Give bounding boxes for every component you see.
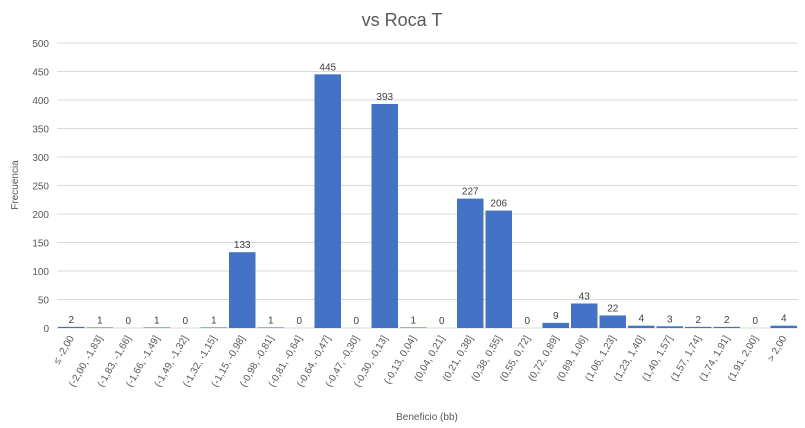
y-tick-label: 300 bbox=[32, 153, 49, 164]
bar bbox=[542, 322, 569, 328]
bars bbox=[58, 74, 797, 329]
bar bbox=[685, 326, 712, 328]
bar bbox=[457, 198, 484, 328]
data-label: 2 bbox=[724, 315, 730, 326]
gridlines bbox=[57, 42, 798, 329]
data-label: 0 bbox=[296, 316, 302, 327]
data-label: 4 bbox=[781, 314, 787, 325]
y-axis-ticks: 0 50 100 150 200 250 300 350 400 450 500 bbox=[32, 39, 49, 335]
bar bbox=[713, 326, 740, 328]
y-tick-label: 450 bbox=[32, 68, 49, 79]
data-label: 0 bbox=[524, 316, 530, 327]
y-tick-label: 500 bbox=[32, 39, 49, 50]
x-tick-label: ≤ -2,00 bbox=[52, 334, 77, 367]
y-tick-label: 400 bbox=[32, 96, 49, 107]
data-label: 43 bbox=[579, 291, 591, 302]
bar bbox=[770, 325, 797, 328]
data-label: 22 bbox=[607, 303, 619, 314]
bar bbox=[628, 325, 655, 328]
data-label: 0 bbox=[439, 316, 445, 327]
x-tick-label: > 2,00 bbox=[766, 334, 790, 364]
data-label: 0 bbox=[752, 316, 758, 327]
data-label: 0 bbox=[182, 316, 188, 327]
data-label: 4 bbox=[638, 314, 644, 325]
chart-title: vs Roca T bbox=[362, 10, 443, 30]
data-label: 3 bbox=[667, 314, 673, 325]
y-tick-label: 200 bbox=[32, 210, 49, 221]
data-label: 1 bbox=[410, 315, 416, 326]
x-axis-ticks: ≤ -2,00(-2,00, -1,83](-1,83, -1,66](-1,6… bbox=[52, 334, 790, 389]
bar bbox=[143, 327, 170, 328]
data-label: 133 bbox=[234, 240, 251, 251]
bar bbox=[571, 303, 598, 328]
data-label: 393 bbox=[376, 92, 393, 103]
y-tick-label: 350 bbox=[32, 125, 49, 136]
data-label: 2 bbox=[68, 315, 74, 326]
bar bbox=[656, 326, 683, 328]
data-label: 0 bbox=[125, 316, 131, 327]
data-label: 227 bbox=[462, 187, 479, 198]
bar bbox=[314, 74, 341, 328]
data-label: 2 bbox=[695, 315, 701, 326]
y-axis-title: Frecuencia bbox=[10, 160, 21, 210]
y-tick-label: 100 bbox=[32, 267, 49, 278]
data-label: 1 bbox=[154, 315, 160, 326]
data-label: 0 bbox=[353, 316, 359, 327]
data-label: 9 bbox=[553, 311, 559, 322]
bar bbox=[257, 327, 284, 328]
data-label: 1 bbox=[211, 315, 217, 326]
bar bbox=[599, 315, 626, 328]
data-label: 1 bbox=[268, 315, 274, 326]
data-label: 206 bbox=[490, 199, 507, 210]
bar bbox=[86, 327, 113, 328]
bar bbox=[485, 210, 512, 328]
y-tick-label: 0 bbox=[43, 324, 49, 335]
bar bbox=[200, 327, 227, 328]
bar bbox=[58, 326, 85, 328]
y-tick-label: 250 bbox=[32, 182, 49, 193]
data-label: 1 bbox=[97, 315, 103, 326]
bar bbox=[229, 252, 256, 328]
bar bbox=[400, 327, 427, 328]
data-label: 445 bbox=[319, 62, 336, 73]
y-tick-label: 50 bbox=[38, 296, 50, 307]
y-tick-label: 150 bbox=[32, 239, 49, 250]
x-axis-title: Beneficio (bb) bbox=[396, 412, 458, 423]
bar bbox=[371, 103, 398, 329]
